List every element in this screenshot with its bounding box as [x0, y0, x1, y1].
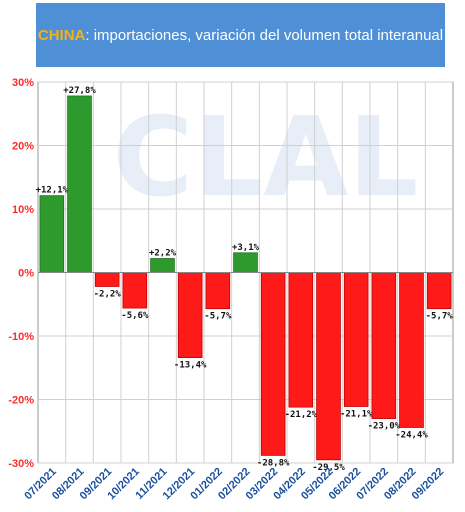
bar: [177, 272, 203, 358]
data-label: -21,1%: [340, 409, 373, 419]
bar: [288, 272, 314, 408]
data-label: -21,2%: [285, 410, 318, 420]
chart-title-banner: CHINA: importaciones, variación del volu…: [36, 3, 445, 67]
data-label: +12,1%: [36, 186, 69, 196]
y-tick-label: -20%: [8, 395, 34, 407]
data-label: -5,7%: [204, 312, 232, 322]
bar: [205, 272, 231, 310]
data-label: -13,4%: [174, 361, 207, 371]
data-label: -23,0%: [368, 422, 401, 432]
bar: [39, 195, 65, 273]
data-label: -29,5%: [312, 463, 345, 473]
y-tick-label: -10%: [8, 331, 34, 343]
bar: [94, 272, 120, 287]
bar: [150, 258, 175, 273]
bar: [343, 272, 369, 407]
y-tick-label: 30%: [12, 77, 34, 89]
bar: [122, 272, 148, 309]
chart-title: : importaciones, variación del volumen t…: [85, 26, 444, 44]
bar: [316, 272, 341, 461]
y-tick-label: -30%: [8, 458, 34, 470]
title-highlight: CHINA: [37, 26, 86, 44]
data-label: -5,6%: [121, 311, 149, 321]
data-label: -5,7%: [426, 312, 454, 322]
bar: [260, 272, 286, 456]
bar: [233, 252, 258, 273]
data-label: -28,8%: [257, 458, 290, 468]
y-tick-label: 20%: [12, 141, 34, 153]
bar: [67, 95, 92, 273]
data-label: -2,2%: [94, 289, 122, 299]
bar: [399, 272, 424, 428]
data-label: +3,1%: [232, 243, 260, 253]
y-tick-label: 10%: [12, 204, 34, 216]
bar: [371, 272, 397, 419]
bar: [426, 272, 452, 310]
data-label: +2,2%: [149, 249, 177, 259]
data-label: +27,8%: [63, 86, 96, 96]
watermark-logo: CLAL: [112, 93, 418, 221]
y-tick-label: 0%: [18, 268, 34, 280]
data-label: -24,4%: [395, 430, 428, 440]
